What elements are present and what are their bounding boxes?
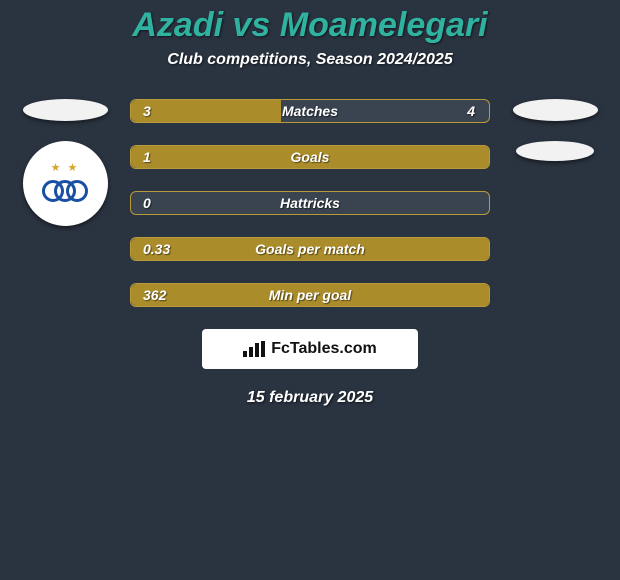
right-oval-0	[513, 99, 598, 121]
badge-stars-icon: ★ ★	[51, 161, 80, 174]
team-badge: ★ ★	[23, 141, 108, 226]
date-text: 15 february 2025	[0, 389, 620, 407]
brand-text: FcTables.com	[271, 340, 377, 358]
page-title: Azadi vs Moamelegari	[0, 0, 620, 45]
stat-bar: 362Min per goal	[130, 283, 490, 307]
main-layout: ★ ★ 3Matches4 1Goals 0Hattricks 0.33Goals p…	[0, 99, 620, 307]
stat-label: Goals	[131, 146, 489, 168]
brand-chart-icon	[243, 341, 265, 357]
stat-bars: 3Matches4 1Goals 0Hattricks 0.33Goals per m…	[130, 99, 490, 307]
right-column	[508, 99, 602, 161]
brand-box: FcTables.com	[202, 329, 418, 369]
stat-bar: 3Matches4	[130, 99, 490, 123]
stat-bar: 0.33Goals per match	[130, 237, 490, 261]
stat-label: Goals per match	[131, 238, 489, 260]
left-column: ★ ★	[18, 99, 112, 226]
stat-bar: 0Hattricks	[130, 191, 490, 215]
badge-rings-icon	[42, 176, 88, 206]
subtitle: Club competitions, Season 2024/2025	[0, 51, 620, 69]
stat-label: Hattricks	[131, 192, 489, 214]
left-oval	[23, 99, 108, 121]
stat-label: Matches	[131, 100, 489, 122]
stat-label: Min per goal	[131, 284, 489, 306]
stat-bar: 1Goals	[130, 145, 490, 169]
right-oval-1	[516, 141, 594, 161]
stat-right-value: 4	[467, 100, 475, 122]
